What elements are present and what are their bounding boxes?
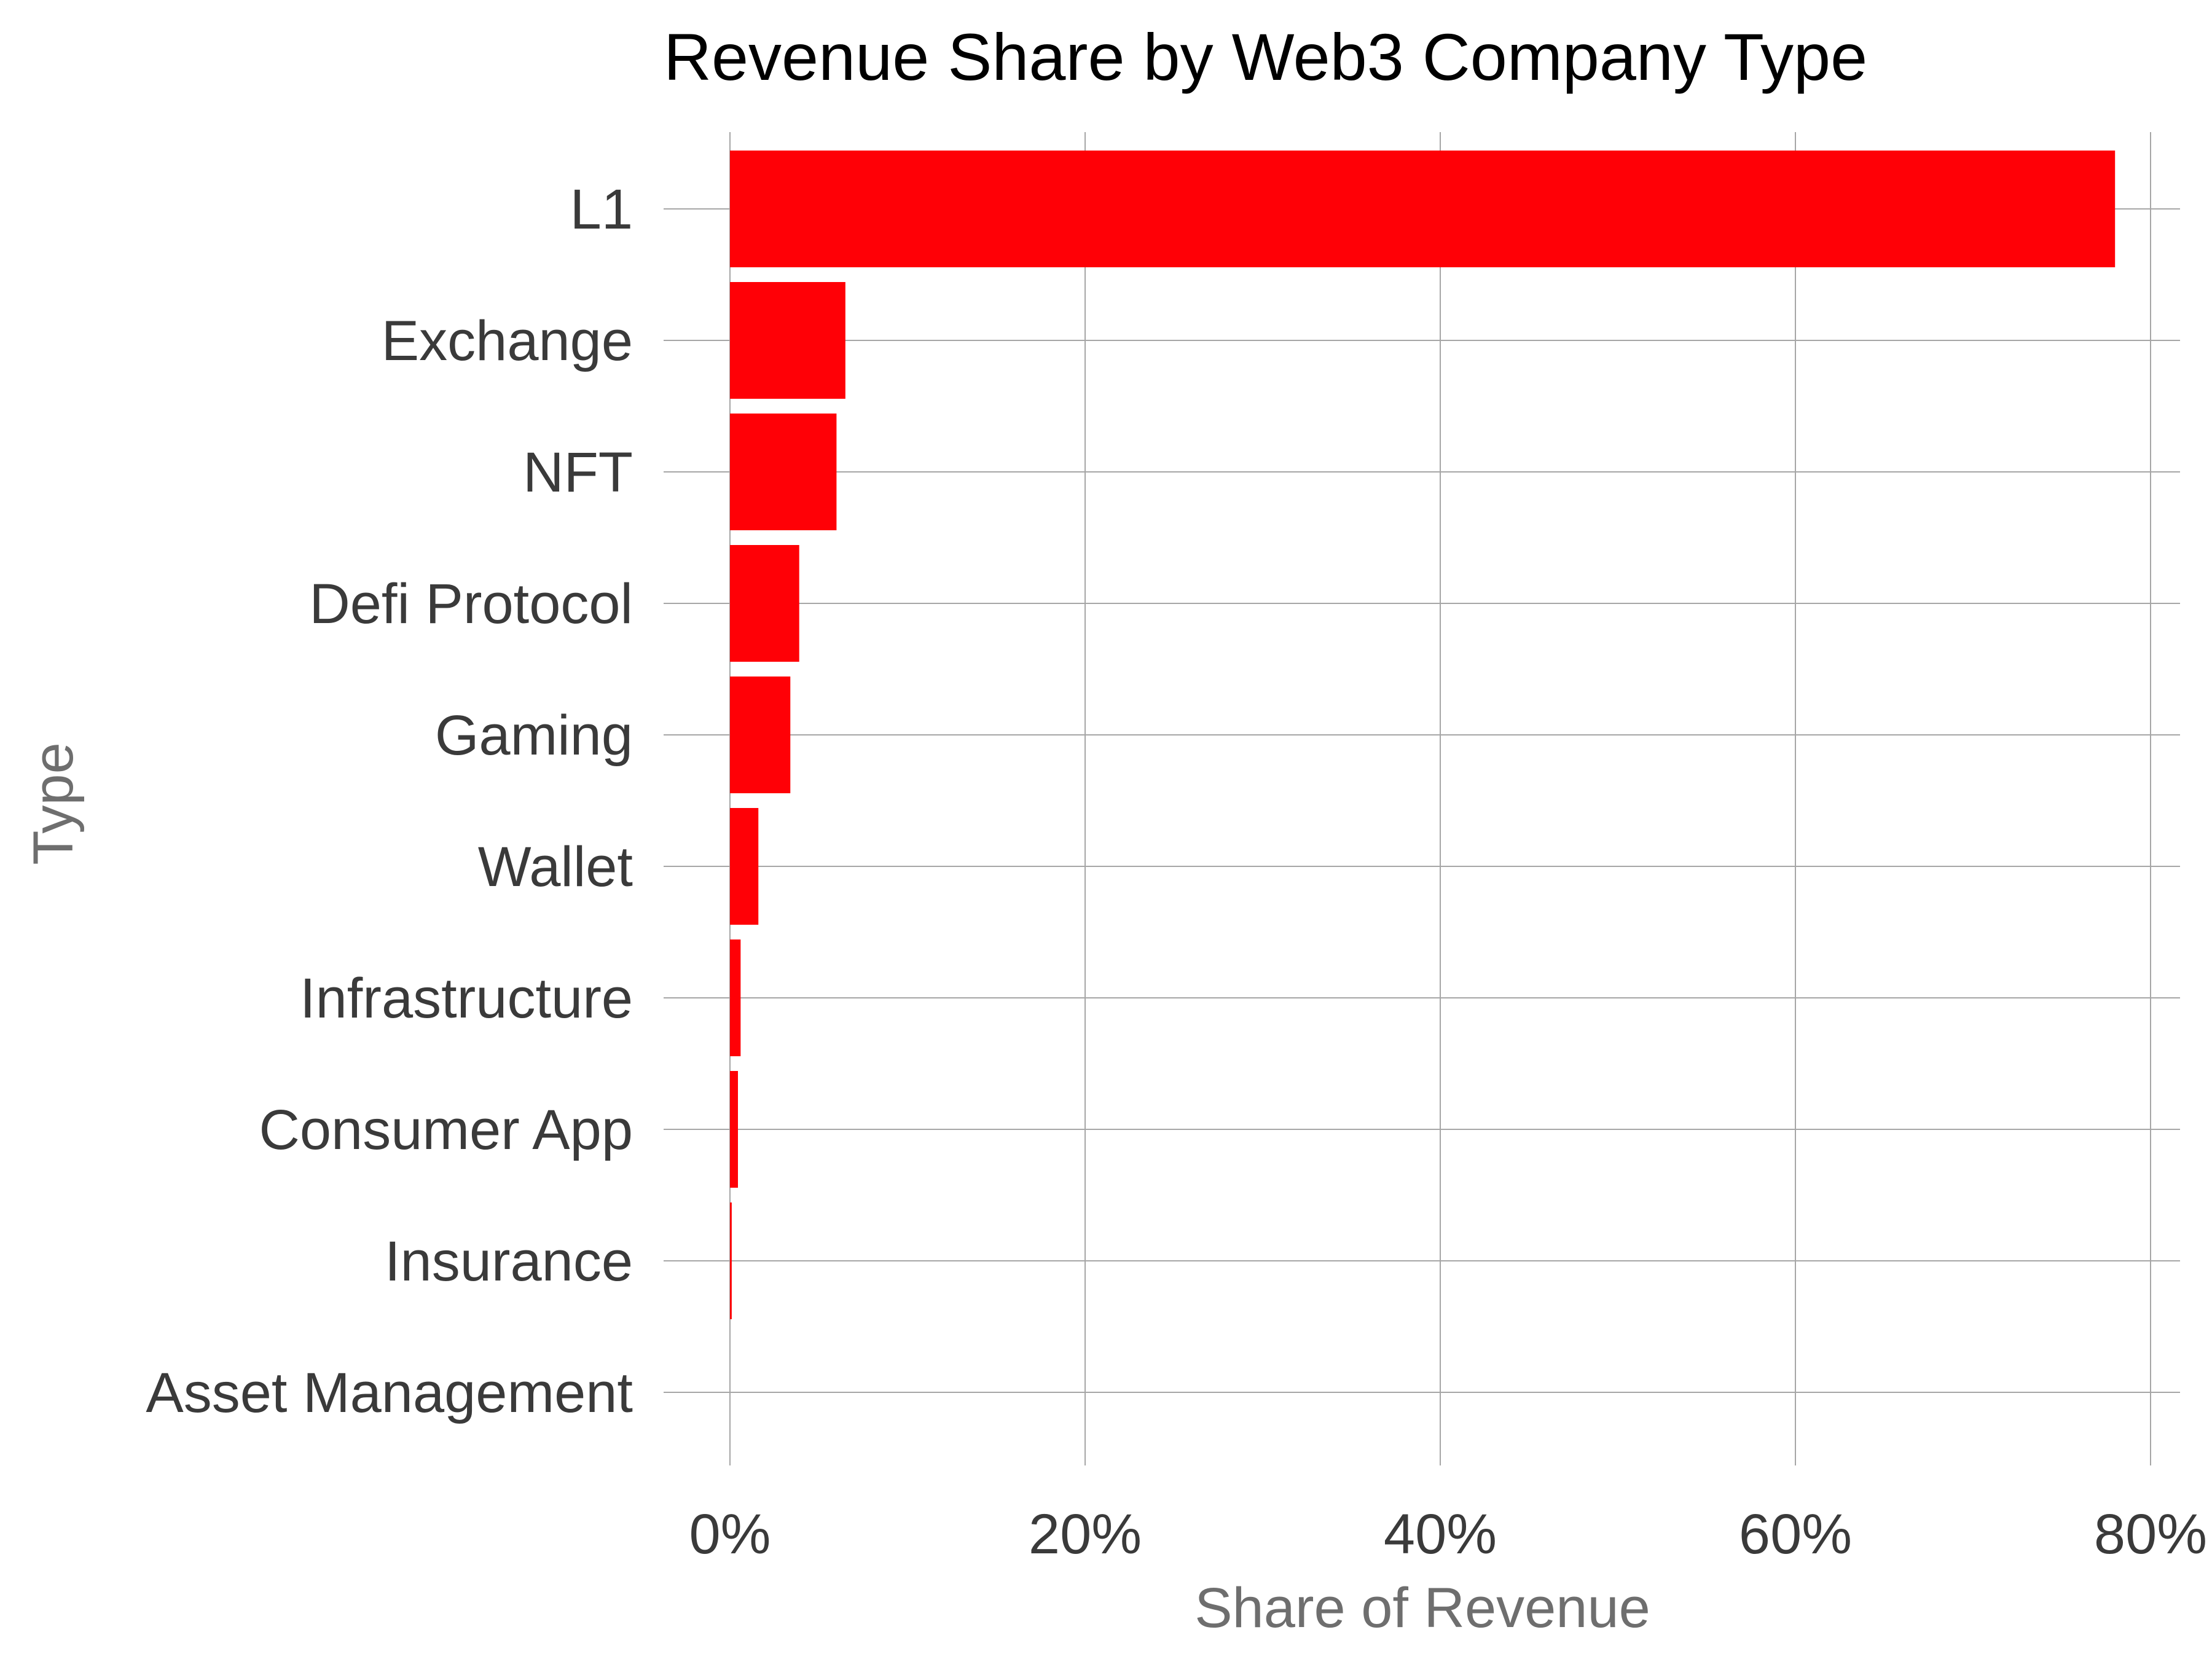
- x-tick-label: 20%: [1029, 1503, 1142, 1566]
- x-tick-labels: 0% 20% 40% 60% 80%: [689, 1503, 2208, 1566]
- bars: [730, 151, 2116, 1319]
- x-axis-title: Share of Revenue: [1194, 1577, 1650, 1639]
- bar-consumer-app: [730, 1071, 739, 1188]
- x-tick-label: 0%: [689, 1503, 771, 1566]
- category-label: Wallet: [478, 836, 633, 898]
- bar-nft: [730, 414, 837, 530]
- bar-l1: [730, 151, 2116, 267]
- bar-infrastructure: [730, 939, 741, 1056]
- category-label: Consumer App: [259, 1099, 633, 1161]
- grid-lines: [664, 132, 2180, 1465]
- category-labels: L1 Exchange NFT Defi Protocol Gaming Wallet In…: [146, 178, 633, 1424]
- category-label: Infrastructure: [300, 967, 633, 1030]
- y-axis-title: Type: [22, 742, 85, 865]
- x-tick-label: 80%: [2094, 1503, 2207, 1566]
- x-tick-label: 60%: [1739, 1503, 1852, 1566]
- category-label: L1: [570, 178, 633, 241]
- bar-defi-protocol: [730, 545, 799, 662]
- category-label: NFT: [523, 441, 633, 504]
- bar-exchange: [730, 282, 845, 399]
- chart-title: Revenue Share by Web3 Company Type: [664, 20, 1867, 94]
- bar-wallet: [730, 808, 759, 925]
- x-tick-label: 40%: [1384, 1503, 1497, 1566]
- category-label: Insurance: [385, 1230, 633, 1293]
- category-label: Asset Management: [146, 1362, 633, 1424]
- category-label: Defi Protocol: [309, 573, 633, 635]
- bar-gaming: [730, 677, 791, 793]
- category-label: Exchange: [382, 310, 633, 372]
- category-label: Gaming: [435, 704, 633, 767]
- bar-insurance: [730, 1202, 732, 1319]
